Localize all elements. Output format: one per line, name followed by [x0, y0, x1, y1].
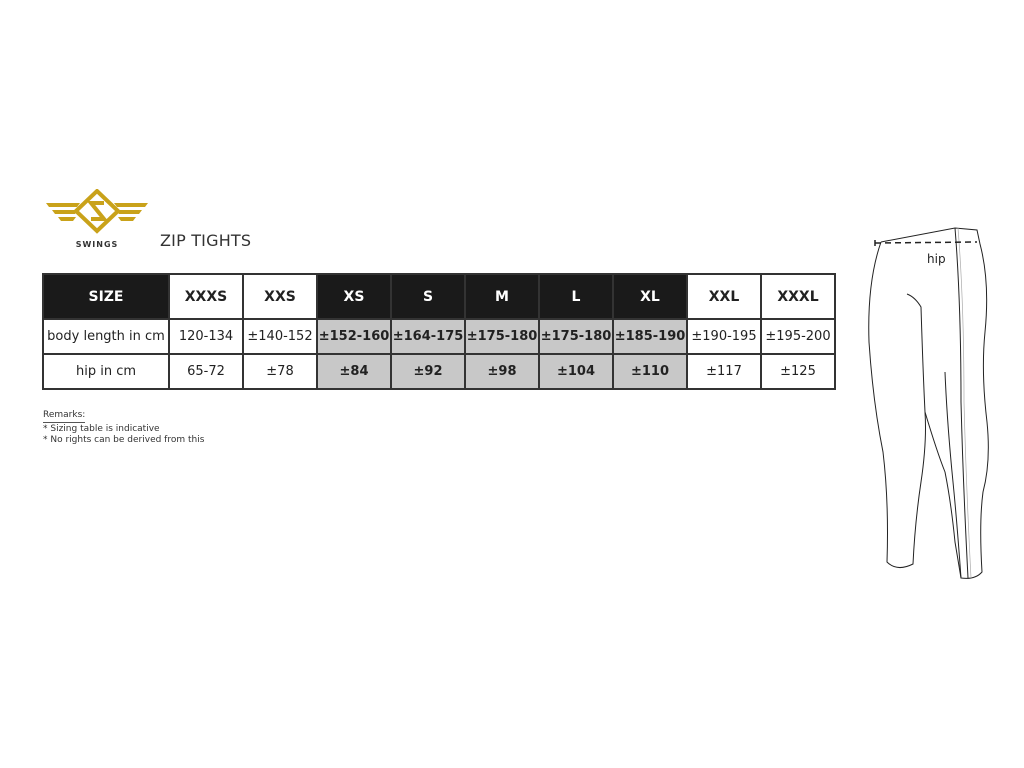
table-cell: ±92	[390, 353, 466, 390]
table-cell: ±104	[538, 353, 614, 390]
header-size: S	[390, 273, 466, 320]
header-size: XXXS	[168, 273, 244, 320]
table-cell: ±98	[464, 353, 540, 390]
table-cell: ±175-180	[538, 318, 614, 355]
table-cell: ±185-190	[612, 318, 688, 355]
table-cell: ±140-152	[242, 318, 318, 355]
table-cell: ±175-180	[464, 318, 540, 355]
header-size: XXL	[686, 273, 762, 320]
table-cell: ±195-200	[760, 318, 836, 355]
table-cell: ±125	[760, 353, 836, 390]
header-size: XL	[612, 273, 688, 320]
header-size: XS	[316, 273, 392, 320]
header-size-label: SIZE	[42, 273, 170, 320]
swings-logo: SWINGS	[46, 189, 148, 249]
table-row: hip in cm 65-72 ±78 ±84 ±92 ±98 ±104 ±11…	[42, 353, 836, 390]
tights-illustration	[868, 227, 989, 579]
table-cell: ±152-160	[316, 318, 392, 355]
size-table: SIZE XXXS XXS XS S M L XL XXL XXXL body …	[42, 273, 836, 390]
row-label: hip in cm	[42, 353, 170, 390]
hip-label: hip	[927, 252, 946, 266]
header-size: M	[464, 273, 540, 320]
header-size: L	[538, 273, 614, 320]
table-cell: ±164-175	[390, 318, 466, 355]
remark-item: * No rights can be derived from this	[43, 435, 205, 445]
table-header-row: SIZE XXXS XXS XS S M L XL XXL XXXL	[42, 273, 836, 320]
remarks: Remarks: * Sizing table is indicative * …	[43, 410, 204, 446]
page-title: ZIP TIGHTS	[160, 231, 252, 250]
table-cell: ±84	[316, 353, 392, 390]
row-label: body length in cm	[42, 318, 170, 355]
header-size: XXS	[242, 273, 318, 320]
svg-text:SWINGS: SWINGS	[76, 240, 119, 249]
table-cell: ±190-195	[686, 318, 762, 355]
remarks-heading: Remarks:	[43, 410, 86, 423]
table-cell: ±110	[612, 353, 688, 390]
table-cell: 120-134	[168, 318, 244, 355]
table-cell: ±78	[242, 353, 318, 390]
header-size: XXXL	[760, 273, 836, 320]
remark-item: * Sizing table is indicative	[43, 424, 160, 434]
table-cell: ±117	[686, 353, 762, 390]
table-cell: 65-72	[168, 353, 244, 390]
table-row: body length in cm 120-134 ±140-152 ±152-…	[42, 318, 836, 355]
